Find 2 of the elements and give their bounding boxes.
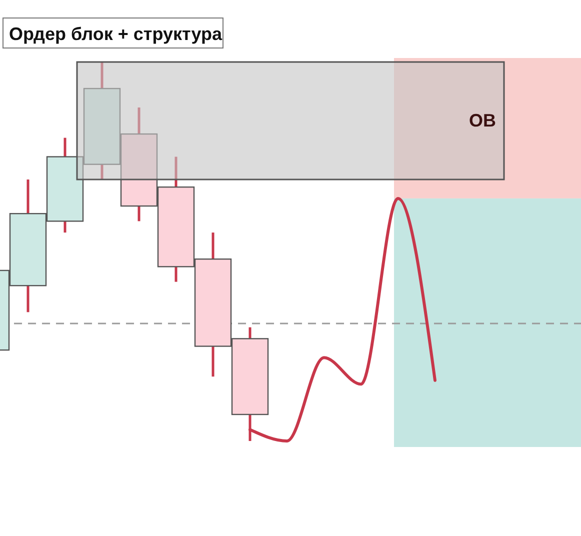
annotation: OB — [469, 110, 496, 131]
chart-title: Ордер блок + структура — [9, 24, 223, 44]
